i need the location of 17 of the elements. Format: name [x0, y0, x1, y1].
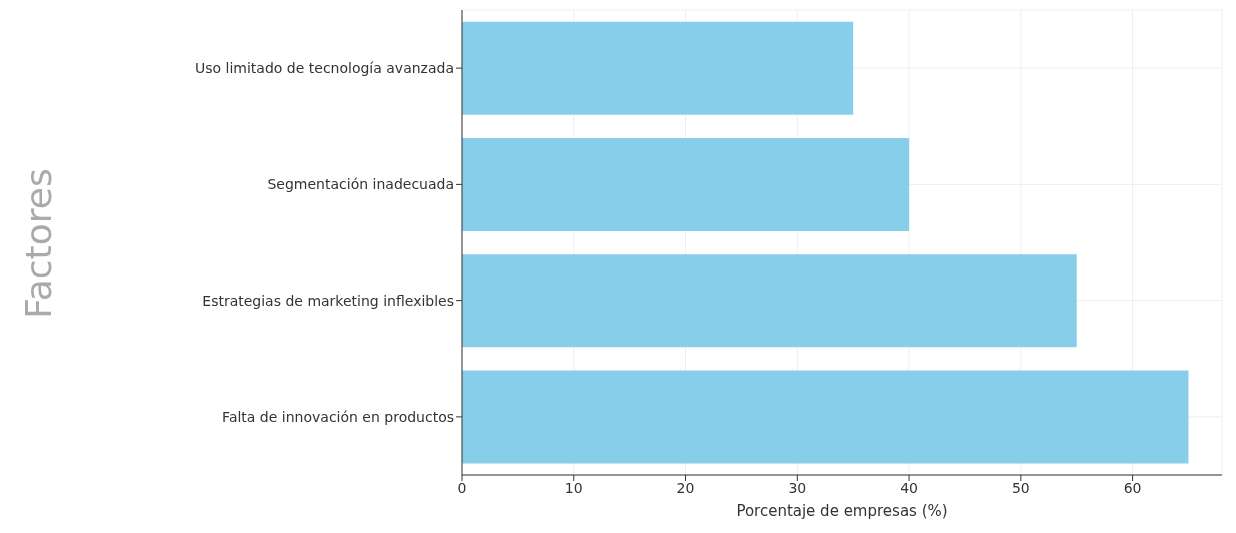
x-axis-title: Porcentaje de empresas (%) [735, 502, 949, 520]
x-tick-label: 0 [457, 479, 467, 496]
x-tick-label: 50 [1011, 479, 1030, 496]
x-tick-label: 30 [788, 479, 807, 496]
bar [462, 21, 854, 115]
y-tick-label: Falta de innovación en productos [222, 408, 454, 425]
y-axis-title: Factores [17, 167, 59, 319]
bar [462, 137, 910, 231]
y-tick-label: Estrategias de marketing inflexibles [202, 292, 454, 309]
x-tick-label: 40 [900, 479, 918, 496]
y-tick-label: Segmentación inadecuada [267, 176, 454, 193]
x-tick-label: 20 [676, 479, 695, 496]
x-tick-label: 60 [1123, 479, 1142, 496]
x-tick-label: 10 [564, 479, 583, 496]
bar [462, 370, 1189, 464]
bar [462, 254, 1077, 348]
y-tick-label: Uso limitado de tecnología avanzada [195, 60, 454, 77]
